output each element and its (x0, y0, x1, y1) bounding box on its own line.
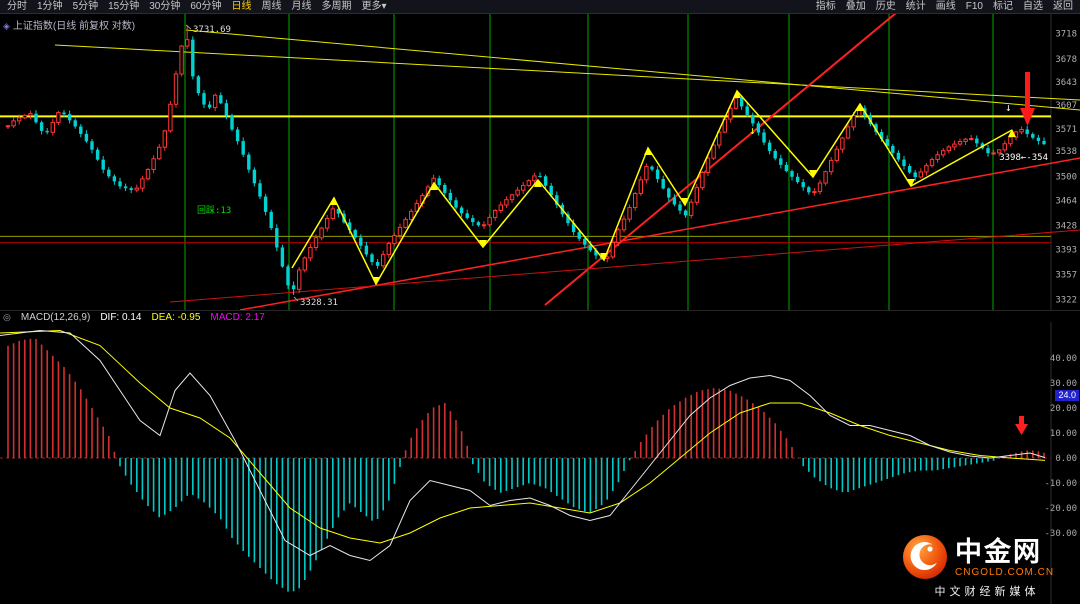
macd-header: ◎ MACD(12,26,9) DIF: 0.14 DEA: -0.95 MACD: 2… (0, 310, 1080, 323)
svg-text:-30.00: -30.00 (1044, 529, 1077, 539)
svg-text:3607: 3607 (1055, 101, 1077, 111)
macd-value: MACD: 2.17 (210, 312, 265, 323)
logo-domain: CNGOLD.COM.CN (955, 566, 1055, 578)
low-price-label: 3328.31 (300, 298, 338, 308)
svg-text:3538: 3538 (1055, 147, 1077, 157)
white-down-arrow-icon: ↓ (1005, 101, 1012, 114)
timeframe-item-5[interactable]: 60分钟 (190, 1, 222, 12)
price-axis: 3718 3678 3643 3607 3571 3538 3500 3464 3428 3393… (1055, 30, 1077, 306)
toolbar-item-8[interactable]: 返回 (1053, 1, 1073, 12)
timeframe-item-8[interactable]: 月线 (291, 1, 312, 12)
trendlines (54, 14, 1080, 310)
svg-text:3393: 3393 (1055, 246, 1077, 256)
svg-text:3718: 3718 (1055, 30, 1077, 40)
logo-tagline: 中文财经新媒体 (934, 586, 1040, 598)
timeframe-item-9[interactable]: 多周期 (321, 1, 352, 12)
svg-text:20.00: 20.00 (1050, 404, 1077, 414)
timeframe-item-0[interactable]: 分时 (7, 1, 27, 12)
high-price-label: 3731.69 (193, 25, 231, 35)
cngold-logo-icon (903, 535, 947, 579)
chevron-down-icon: ▾ (381, 1, 387, 12)
svg-text:0.00: 0.00 (1055, 454, 1077, 464)
instrument-icon: ◈ (3, 21, 10, 31)
macd-axis: 40.00 30.00 20.00 10.00 0.00 -10.00 -20.00 -30.… (1044, 354, 1077, 539)
cngold-logo: 中金网 CNGOLD.COM.CN 中文财经新媒体 (902, 534, 1072, 599)
pullback-label: 回踩:13 (197, 205, 231, 216)
dif-value: DIF: 0.14 (100, 312, 142, 323)
logo-name: 中金网 (955, 536, 1042, 567)
svg-text:3643: 3643 (1055, 78, 1077, 88)
macd-histogram (7, 338, 1045, 592)
timeframe-item-6[interactable]: 日线 (231, 1, 252, 12)
dea-line (0, 329, 1046, 544)
candlestick-series (5, 25, 1046, 295)
toolbar-item-3[interactable]: 统计 (905, 1, 926, 12)
main-candlestick-chart[interactable]: 3718 3678 3643 3607 3571 3538 3500 3464 3428 3393… (0, 14, 1080, 310)
timeframe-item-3[interactable]: 15分钟 (108, 1, 140, 12)
toolbar-item-2[interactable]: 历史 (875, 1, 896, 12)
svg-text:10.00: 10.00 (1050, 429, 1077, 439)
macd-chart[interactable]: 40.00 30.00 20.00 10.00 0.00 -10.00 -20.00 -30.… (0, 322, 1080, 604)
yellow-down-arrow-icon: ↓ (749, 124, 756, 137)
toolbar: 分时 1分钟 5分钟 15分钟 30分钟 60分钟 日线 周线 月线 多周期 更多▾ 指标 叠加 历史统… (0, 0, 1080, 14)
svg-text:3500: 3500 (1055, 172, 1077, 182)
chart-title-text: 上证指数(日线 前复权 对数) (12, 21, 136, 32)
indicator-icon: ◎ (3, 312, 11, 322)
chart-title: ◈ 上证指数(日线 前复权 对数) (3, 17, 135, 32)
svg-text:3571: 3571 (1055, 125, 1077, 135)
svg-text:3428: 3428 (1055, 221, 1077, 231)
svg-text:40.00: 40.00 (1050, 354, 1077, 364)
toolbar-item-1[interactable]: 叠加 (845, 1, 866, 12)
price-tag-label: 3398←-354 (999, 153, 1048, 163)
tools-menu: 指标 叠加 历史 统计 画线 F10 标记 自选 返回 (811, 0, 1078, 13)
logo-row: 中金网 CNGOLD.COM.CN (902, 534, 1072, 580)
svg-text:3357: 3357 (1055, 271, 1077, 281)
timeframe-item-1[interactable]: 1分钟 (37, 1, 63, 12)
svg-text:30.00: 30.00 (1050, 379, 1077, 389)
timeframe-menu: 分时 1分钟 5分钟 15分钟 30分钟 60分钟 日线 周线 月线 多周期 更多▾ (2, 0, 392, 13)
svg-text:-20.00: -20.00 (1044, 504, 1077, 514)
macd-red-arrow-marker (1015, 416, 1028, 435)
toolbar-item-0[interactable]: 指标 (815, 1, 836, 12)
horizontal-lines (0, 115, 1051, 244)
macd-params[interactable]: MACD(12,26,9) (20, 312, 91, 323)
toolbar-item-4[interactable]: 画线 (935, 1, 956, 12)
svg-text:3464: 3464 (1055, 197, 1077, 207)
timeframe-item-7[interactable]: 周线 (261, 1, 282, 12)
timeframe-item-10[interactable]: 更多▾ (361, 1, 387, 12)
cursor-value-badge: 24.0 (1055, 390, 1079, 401)
toolbar-item-6[interactable]: 标记 (993, 1, 1013, 12)
red-arrow-marker (1020, 72, 1035, 126)
logo-text: 中金网 CNGOLD.COM.CN (955, 537, 1054, 578)
toolbar-item-5[interactable]: F10 (965, 1, 983, 12)
toolbar-item-7[interactable]: 自选 (1023, 1, 1043, 12)
svg-text:3678: 3678 (1055, 55, 1077, 65)
svg-text:3322: 3322 (1055, 295, 1077, 305)
chart-annotations: 3731.69 3328.31 回踩:13 3398←-354 ↓ ↓ (185, 24, 1048, 308)
timeframe-item-2[interactable]: 5分钟 (72, 1, 99, 12)
dif-line (0, 329, 1046, 562)
timeframe-item-4[interactable]: 30分钟 (149, 1, 181, 12)
dea-value: DEA: -0.95 (151, 312, 201, 323)
zigzag-annotation (291, 89, 1016, 286)
svg-text:-10.00: -10.00 (1044, 479, 1077, 489)
